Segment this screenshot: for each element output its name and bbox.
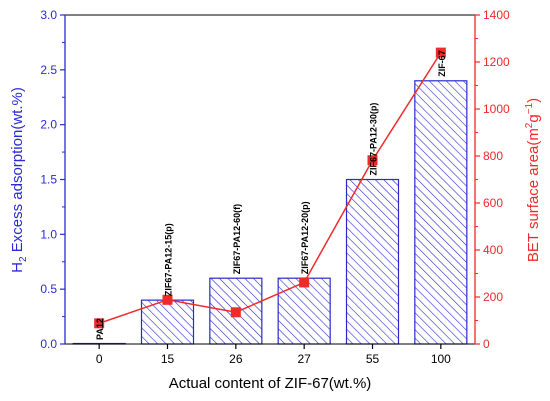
x-tick-label-1: 15 <box>161 352 175 366</box>
line-point-1 <box>162 294 173 305</box>
bar-4 <box>345 178 400 345</box>
line-point-5 <box>435 47 446 58</box>
left-tick-label-2: 1.0 <box>40 227 57 241</box>
bar-label-0: PA12 <box>95 318 105 340</box>
line-point-0 <box>94 318 105 329</box>
right-tick-label-5: 1000 <box>483 102 510 116</box>
x-tick-label-3: 27 <box>297 352 311 366</box>
right-tick-label-3: 600 <box>483 196 503 210</box>
right-axis: 0 200 400 600 800 1000 1200 1400 <box>474 8 510 351</box>
right-tick-label-4: 800 <box>483 149 503 163</box>
right-tick-label-6: 1200 <box>483 55 510 69</box>
right-tick-label-0: 0 <box>483 337 490 351</box>
left-tick-label-1: 0.5 <box>40 282 57 296</box>
line-point-4 <box>367 155 378 166</box>
left-tick-label-3: 1.5 <box>40 173 57 187</box>
right-tick-label-7: 1400 <box>483 8 510 22</box>
x-axis: 0 15 26 27 55 100 <box>96 344 451 366</box>
left-axis: 0.0 0.5 1.0 1.5 2.0 2.5 3.0 <box>40 8 66 351</box>
bar-series <box>72 80 468 345</box>
x-axis-title: Actual content of ZIF-67(wt.%) <box>169 375 372 392</box>
right-axis-title: BET surface area(m2g−1) <box>524 98 542 262</box>
left-tick-label-5: 2.5 <box>40 63 57 77</box>
left-tick-label-6: 3.0 <box>40 8 57 22</box>
x-tick-label-2: 26 <box>229 352 243 366</box>
line-point-2 <box>230 307 241 318</box>
bar-label-4: ZIF67-PA12-30(p) <box>369 103 379 176</box>
left-tick-label-0: 0.0 <box>40 337 57 351</box>
x-tick-label-4: 55 <box>366 352 380 366</box>
bar-labels: PA12 ZIF67-PA12-15(p) ZIF67-PA12-60(f) ZIF6… <box>95 50 447 340</box>
right-tick-label-1: 200 <box>483 290 503 304</box>
line-series <box>94 47 446 329</box>
bar-3 <box>277 277 331 345</box>
bar-label-2: ZIF67-PA12-60(f) <box>232 204 242 274</box>
plot-frame <box>64 14 476 345</box>
x-tick-label-0: 0 <box>96 352 103 366</box>
bar-label-5: ZIF-67 <box>437 50 447 77</box>
left-axis-title: H2 Excess adsorption(wt.%) <box>9 87 29 273</box>
bar-label-1: ZIF67-PA12-15(p) <box>164 223 174 296</box>
line-path <box>98 52 442 325</box>
right-tick-label-2: 400 <box>483 243 503 257</box>
bar-5 <box>414 80 468 345</box>
x-tick-label-5: 100 <box>431 352 451 366</box>
bar-label-3: ZIF67-PA12-20(p) <box>300 201 310 274</box>
left-tick-label-4: 2.0 <box>40 118 57 132</box>
line-point-3 <box>299 277 310 288</box>
